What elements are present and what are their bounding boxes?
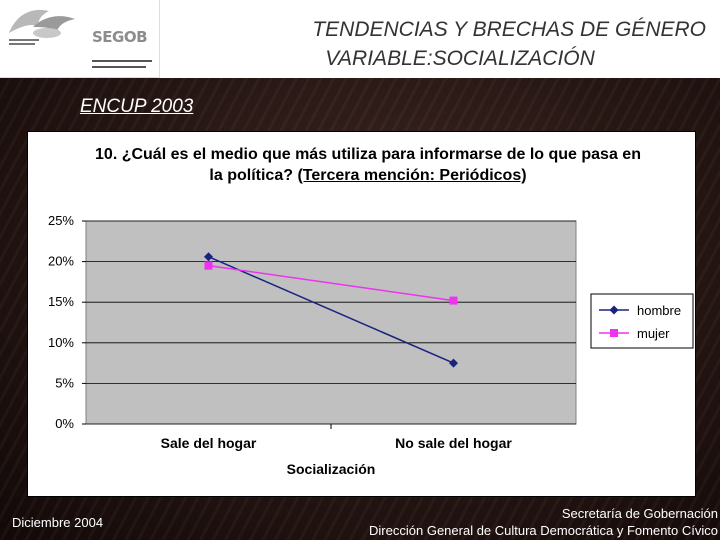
footer-org-name: Secretaría de Gobernación [561,506,718,521]
footer-org-division: Dirección General de Cultura Democrática… [369,523,718,538]
data-point-hombre [449,358,458,368]
y-tick-label: 10% [48,335,74,350]
line-chart: 0% 5% 10% 15% 20% 25% Sale del hogar No sale de… [48,213,694,477]
x-tick-label: Sale del hogar [161,435,257,451]
chart-title-mention: (Tercera mención: Periódicos) [297,167,527,184]
data-point-mujer [204,261,213,270]
x-tick-label: No sale del hogar [395,435,512,451]
chart-panel: 10. ¿Cuál es el medio que más utiliza pa… [27,131,696,497]
y-tick-label: 15% [48,294,74,309]
legend-marker-mujer [610,329,618,337]
legend-marker-hombre [609,305,619,315]
legend-label-hombre: hombre [637,303,681,318]
y-tick-label: 20% [48,254,74,269]
slide-title: TENDENCIAS Y BRECHAS DE GÉNERO [312,18,706,41]
x-axis-title: Socialización [287,461,376,477]
chart-title-question: 10. ¿Cuál es el medio que más utiliza pa… [95,146,641,184]
eagle-emblem-icon [9,9,75,45]
data-point-hombre [204,252,213,262]
data-point-mujer [449,296,458,305]
legend-label-mujer: mujer [637,326,670,341]
footer-date: Diciembre 2004 [12,515,104,530]
survey-label: ENCUP 2003 [80,96,194,117]
title-banner: TENDENCIAS Y BRECHAS DE GÉNERO VARIABLE:… [160,0,720,78]
slide-subtitle: VARIABLE:SOCIALIZACIÓN [325,47,595,70]
series-line-mujer [208,264,454,302]
legend-box [590,293,694,349]
plot-area [85,220,577,425]
y-tick-label: 5% [55,375,74,390]
segob-wordmark: SEGOB [92,28,148,46]
series-line-hombre [208,256,454,364]
segob-logo: SEGOB [0,0,160,78]
y-tick-label: 0% [55,416,74,431]
chart-title: 10. ¿Cuál es el medio que más utiliza pa… [88,144,648,186]
y-tick-label: 25% [48,213,74,228]
logo-subtext [92,60,156,74]
